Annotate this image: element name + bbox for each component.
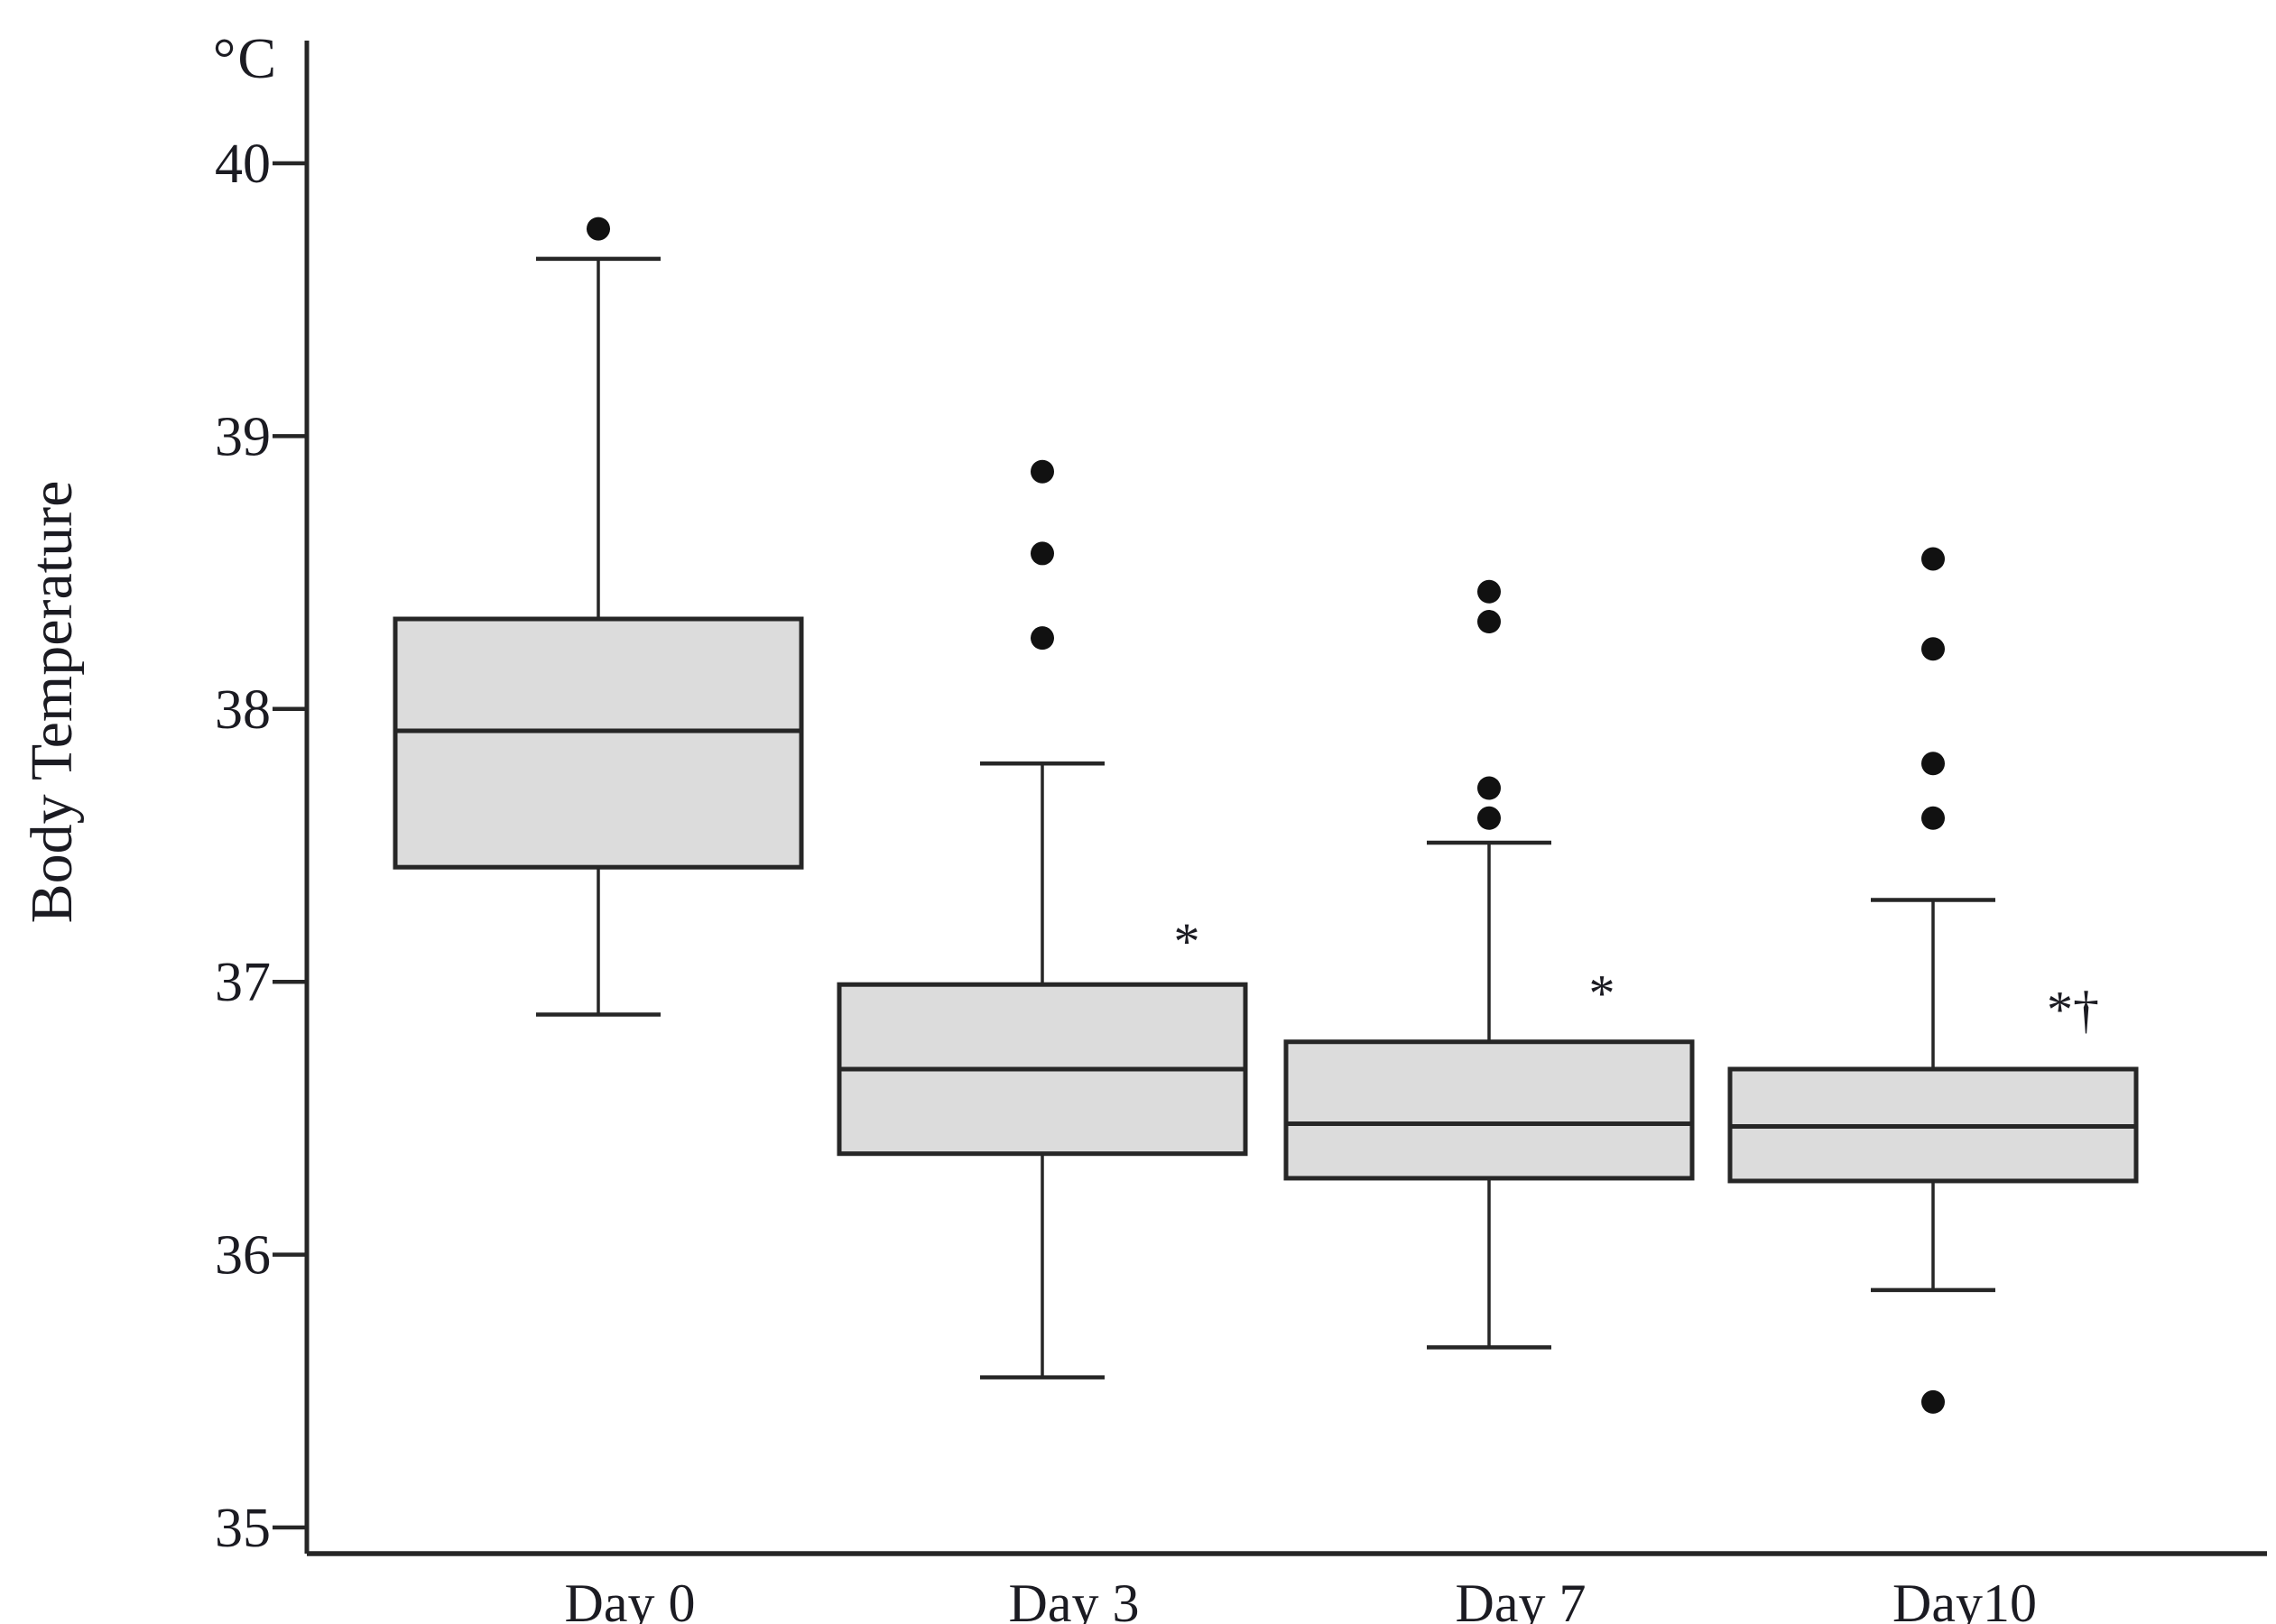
y-tick-label: 37 [215, 952, 271, 1013]
outlier-dot [1921, 1389, 1945, 1414]
outlier-dot [587, 217, 610, 241]
significance-annotation: *† [2047, 980, 2099, 1038]
outlier-dot [1031, 541, 1054, 566]
x-category-label-day10: Day10 [1892, 1573, 2037, 1624]
y-tick-label: 40 [215, 134, 271, 195]
y-tick-label: 39 [215, 406, 271, 467]
box-group-day-3: * Day 3 [837, 459, 1248, 1624]
outlier-dot [1477, 610, 1501, 634]
outlier-dot [1921, 806, 1945, 830]
y-tick-label: 35 [215, 1498, 271, 1559]
box-group-day-0: Day 0 [393, 217, 804, 1624]
x-category-label-day-3: Day 3 [1009, 1573, 1140, 1624]
outlier-dot [1921, 547, 1945, 571]
x-category-label-day-7: Day 7 [1456, 1573, 1587, 1624]
box-rect [393, 616, 804, 870]
box-rect [1283, 1039, 1695, 1181]
outlier-dot [1477, 776, 1501, 800]
y-axis-unit-label: °C [212, 26, 278, 90]
outlier-dot [1921, 752, 1945, 776]
significance-annotation: * [1589, 964, 1615, 1022]
outlier-dot [1477, 806, 1501, 830]
outlier-dot [1031, 459, 1054, 484]
outlier-dot [1031, 626, 1054, 651]
outlier-dot [1921, 637, 1945, 661]
x-category-label-day-0: Day 0 [565, 1573, 696, 1624]
outlier-dot [1477, 579, 1501, 604]
significance-annotation: * [1174, 912, 1200, 971]
y-tick-label: 36 [215, 1225, 271, 1287]
y-tick-label: 38 [215, 679, 271, 741]
box-group-day10: *† Day10 [1727, 547, 2139, 1624]
box-group-day-7: * Day 7 [1283, 579, 1695, 1624]
